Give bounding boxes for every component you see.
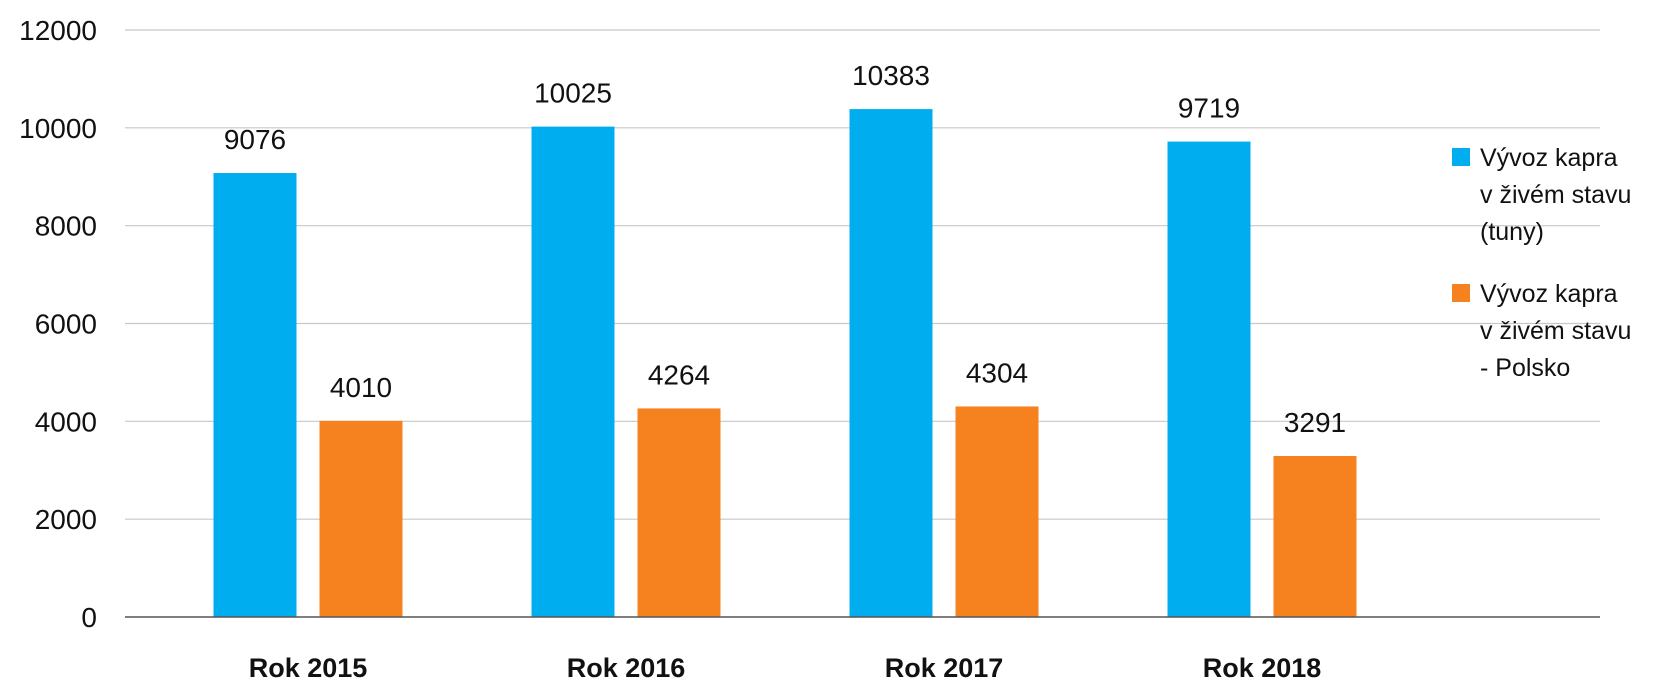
legend-label-2: Vývoz kapra — [1480, 280, 1618, 308]
y-tick-label: 12000 — [19, 15, 97, 46]
bar-series-1-2 — [849, 109, 933, 617]
x-category-label: Rok 2017 — [885, 653, 1004, 683]
x-category-label: Rok 2015 — [249, 653, 368, 683]
data-label: 10383 — [852, 60, 930, 91]
bar-series-1-1 — [531, 126, 615, 618]
data-labels: 9076 4010 10025 4264 10383 4304 9719 3291 — [224, 60, 1346, 438]
data-label: 3291 — [1284, 407, 1346, 438]
bar-series-2-0 — [319, 420, 403, 617]
bar-series-1-3 — [1167, 141, 1251, 617]
bar-series-2-3 — [1273, 456, 1357, 617]
legend-swatch-2 — [1452, 284, 1470, 302]
legend-label-1: v živém stavu — [1480, 181, 1631, 209]
bar-series-2-1 — [637, 408, 721, 617]
data-label: 4264 — [648, 359, 710, 390]
legend-swatch-1 — [1452, 148, 1470, 166]
data-label: 4304 — [966, 357, 1028, 388]
y-tick-label: 10000 — [19, 113, 97, 144]
y-axis-tick-labels: 0 2000 4000 6000 8000 10000 12000 — [19, 15, 97, 633]
bars — [213, 109, 1357, 618]
legend-label-1: Vývoz kapra — [1480, 144, 1618, 172]
data-label: 10025 — [534, 78, 612, 109]
y-tick-label: 0 — [81, 602, 97, 633]
y-tick-label: 4000 — [35, 406, 97, 437]
legend-label-2: v živém stavu — [1480, 317, 1631, 345]
x-category-label: Rok 2016 — [567, 653, 686, 683]
y-tick-label: 2000 — [35, 504, 97, 535]
legend-label-1: (tuny) — [1480, 218, 1544, 246]
y-tick-label: 8000 — [35, 211, 97, 242]
legend: Vývoz kapra v živém stavu (tuny) Vývoz kapr… — [1452, 144, 1631, 382]
legend-label-2: - Polsko — [1480, 354, 1570, 382]
data-label: 4010 — [330, 372, 392, 403]
data-label: 9719 — [1178, 93, 1240, 124]
y-tick-label: 6000 — [35, 309, 97, 340]
bar-series-1-0 — [213, 173, 297, 617]
bar-series-2-2 — [955, 406, 1039, 617]
x-axis-category-labels: Rok 2015 Rok 2016 Rok 2017 Rok 2018 — [249, 653, 1322, 683]
x-category-label: Rok 2018 — [1203, 653, 1322, 683]
data-label: 9076 — [224, 124, 286, 155]
